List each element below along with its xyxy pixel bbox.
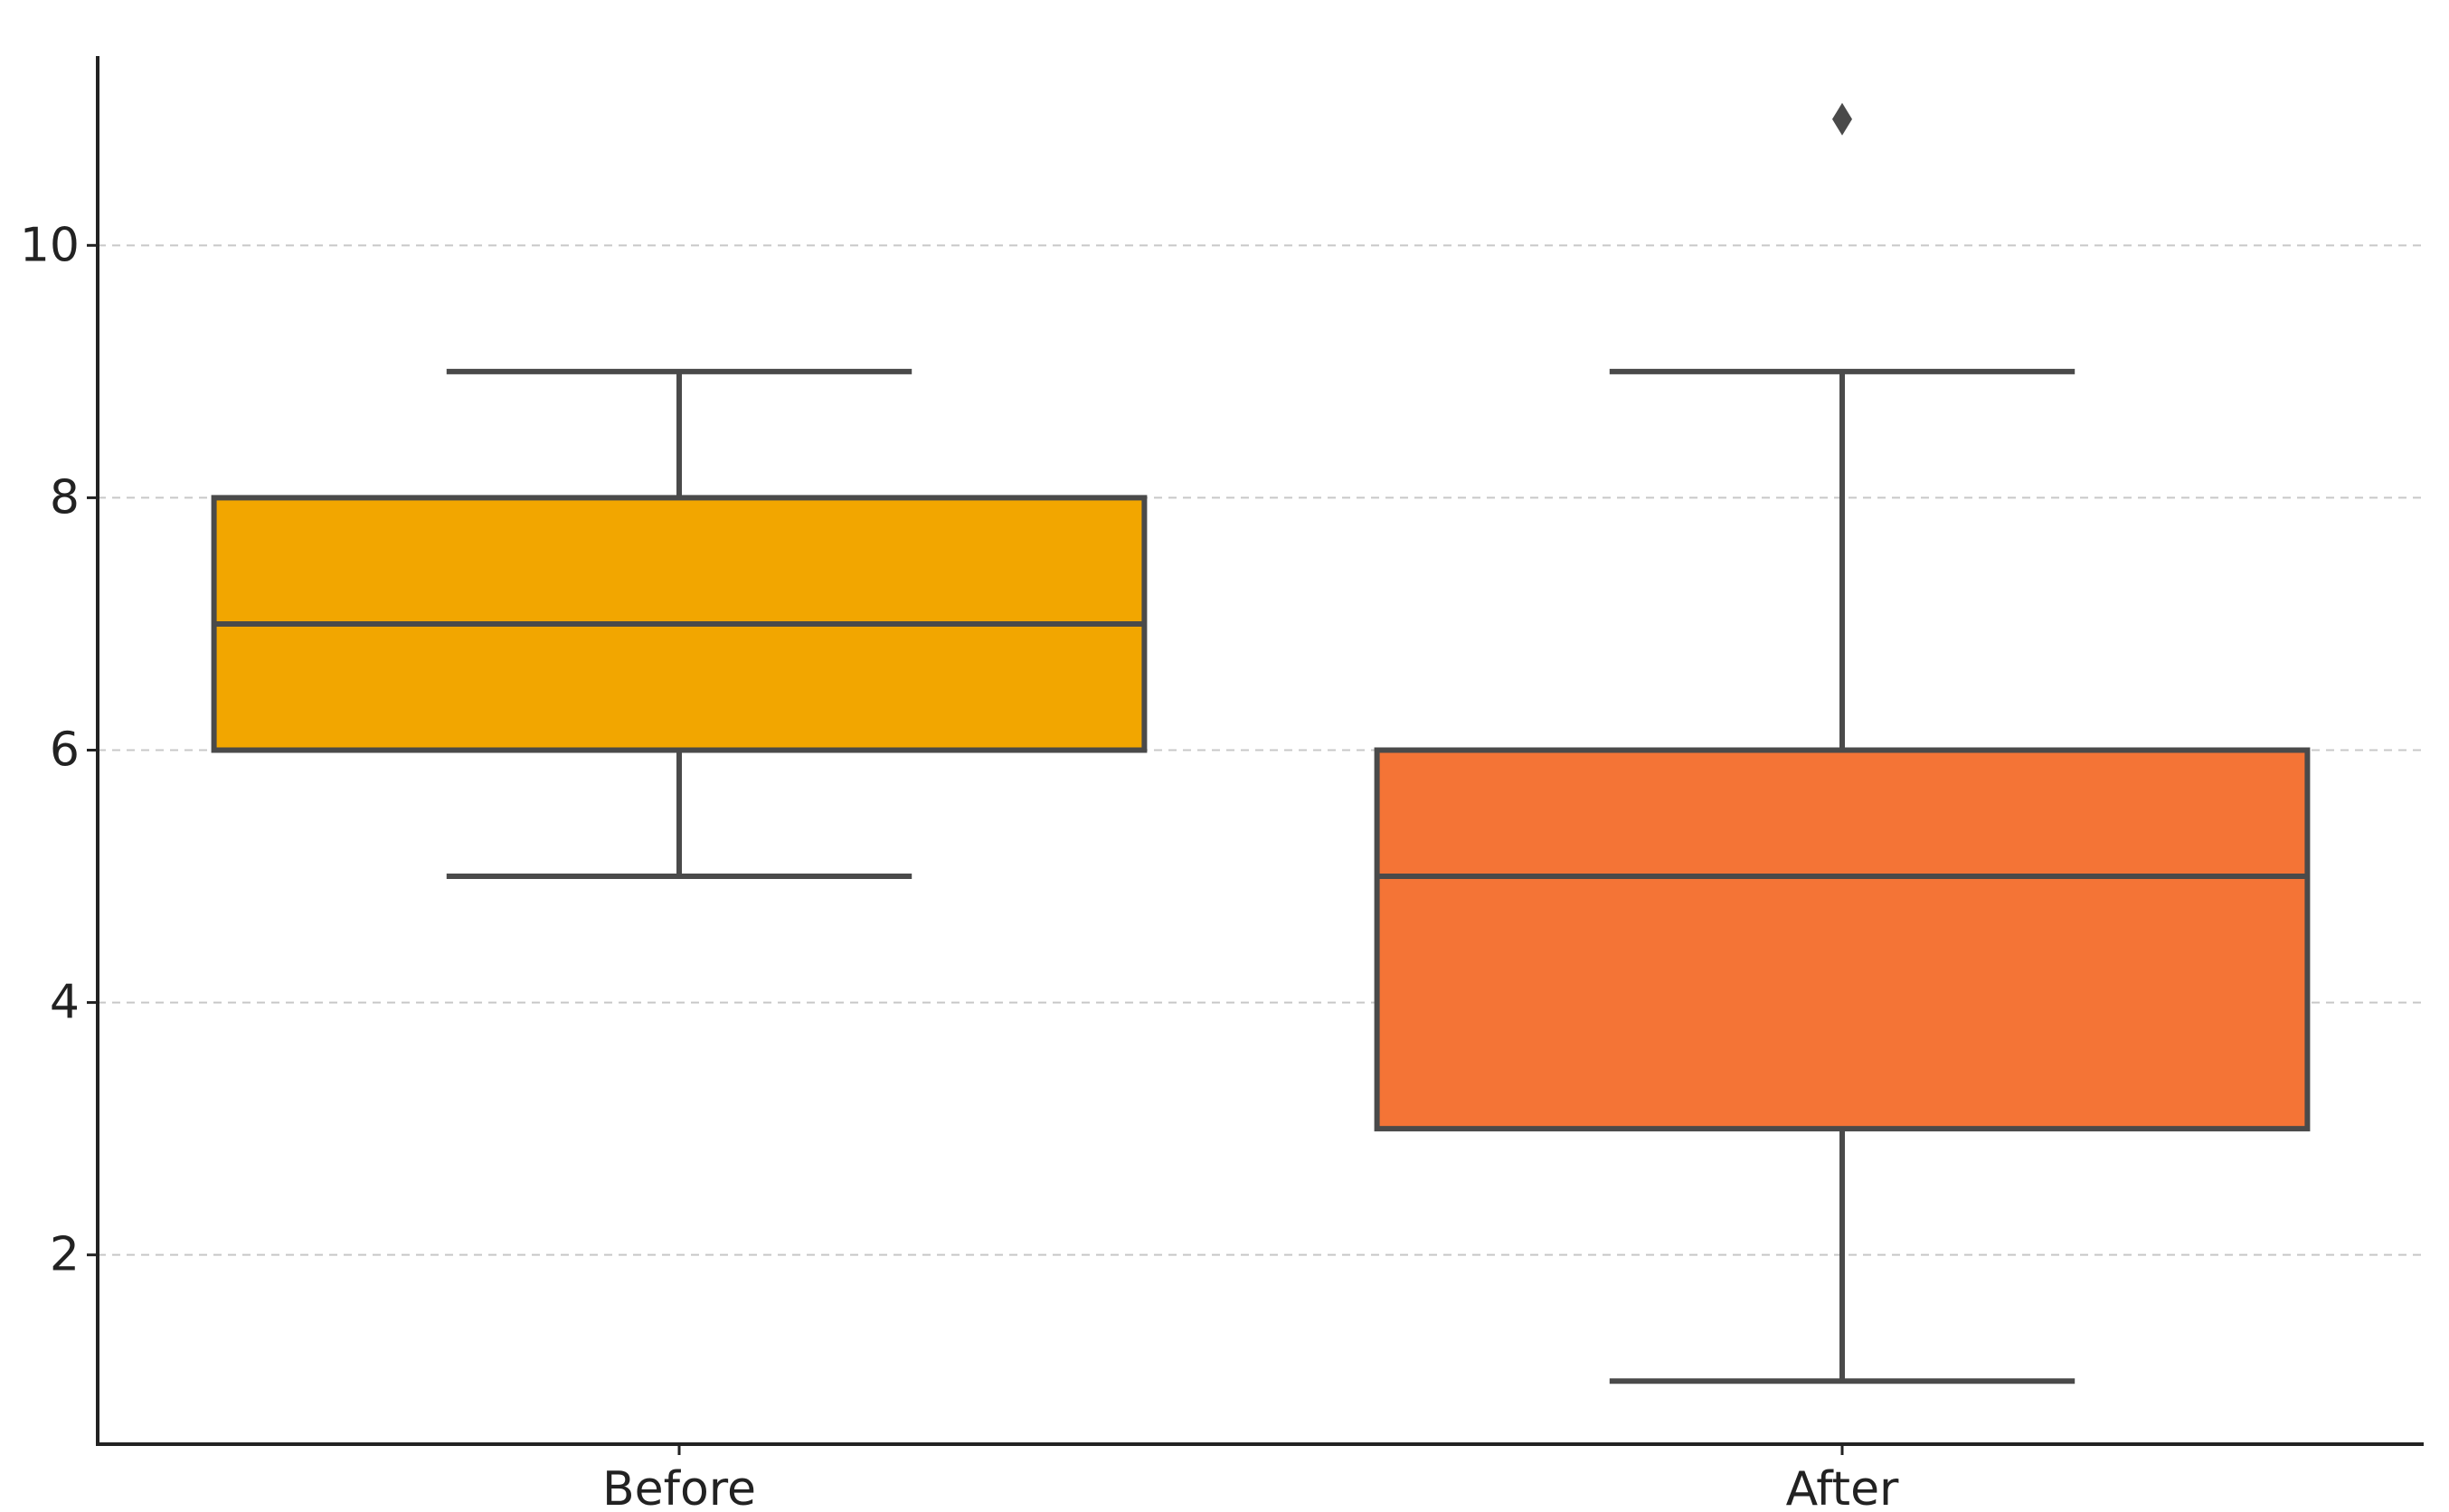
axis-ticks: 2 4 6 8 10 Before After — [20, 218, 1899, 1512]
iqr-box — [1374, 747, 2311, 1132]
y-tick-label: 4 — [50, 976, 80, 1030]
x-tick-label: After — [1786, 1462, 1899, 1512]
y-tick-label: 2 — [50, 1228, 80, 1282]
box-after — [1374, 102, 2311, 1384]
grid-lines — [98, 244, 2424, 1256]
x-tick-label: Before — [602, 1462, 756, 1512]
box-before — [211, 368, 1148, 880]
y-tick-label: 8 — [50, 470, 80, 524]
y-tick-label: 10 — [20, 218, 80, 272]
outlier-point — [1832, 102, 1852, 136]
y-tick-label: 6 — [50, 723, 80, 778]
box-series — [211, 102, 2311, 1384]
